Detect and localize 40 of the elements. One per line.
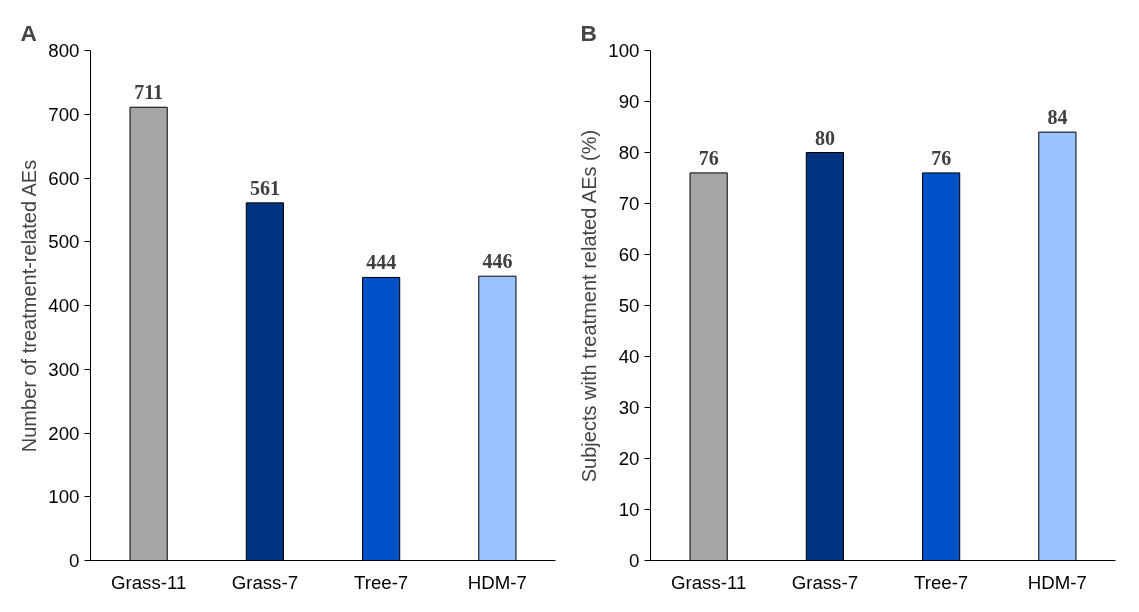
x-tick-label: HDM-7 — [467, 571, 527, 593]
y-tick-label: 0 — [629, 550, 640, 571]
y-tick-label: 800 — [48, 40, 80, 61]
x-tick-label: Grass-7 — [231, 571, 299, 593]
y-tick-label: 90 — [618, 91, 640, 112]
data-label: 711 — [134, 81, 164, 104]
data-label: 76 — [698, 146, 719, 169]
x-tick-label: Tree-7 — [354, 571, 409, 593]
y-tick-label: 40 — [618, 346, 640, 367]
y-tick-label: 400 — [48, 295, 80, 316]
y-axis-title: Number of treatment-related AEs — [18, 159, 41, 453]
y-tick-label: 80 — [618, 142, 640, 163]
y-tick-label: 600 — [48, 167, 80, 189]
y-tick-label: 100 — [48, 486, 80, 508]
x-tick-label: Tree-7 — [914, 571, 969, 593]
x-tick-label: Grass-11 — [670, 571, 747, 593]
x-tick-label: Grass-7 — [791, 571, 859, 593]
y-tick-label: 200 — [48, 422, 80, 444]
y-tick-label: 60 — [618, 244, 640, 265]
y-axis-title: Subjects with treatment related AEs (%) — [578, 129, 601, 483]
y-tick-label: 30 — [618, 397, 640, 418]
y-tick-label: 500 — [48, 231, 80, 253]
y-tick-label: 0 — [69, 550, 80, 571]
data-label: 84 — [1047, 106, 1068, 129]
y-tick-label: 300 — [48, 358, 80, 380]
y-tick-label: 100 — [608, 40, 640, 61]
data-label: 444 — [366, 251, 397, 274]
y-tick-label: 50 — [618, 295, 640, 316]
y-tick-label: 10 — [618, 499, 640, 520]
x-tick-label: Grass-11 — [110, 571, 187, 593]
x-tick-label: HDM-7 — [1027, 571, 1087, 593]
chart-title: B — [580, 19, 597, 46]
data-label: 80 — [814, 126, 835, 149]
data-label: 561 — [249, 176, 280, 199]
y-tick-label: 70 — [618, 193, 640, 214]
y-tick-label: 700 — [48, 103, 80, 125]
chart-title: A — [20, 19, 37, 46]
data-label: 446 — [482, 250, 513, 273]
data-label: 76 — [931, 146, 952, 169]
y-tick-label: 20 — [618, 448, 640, 469]
